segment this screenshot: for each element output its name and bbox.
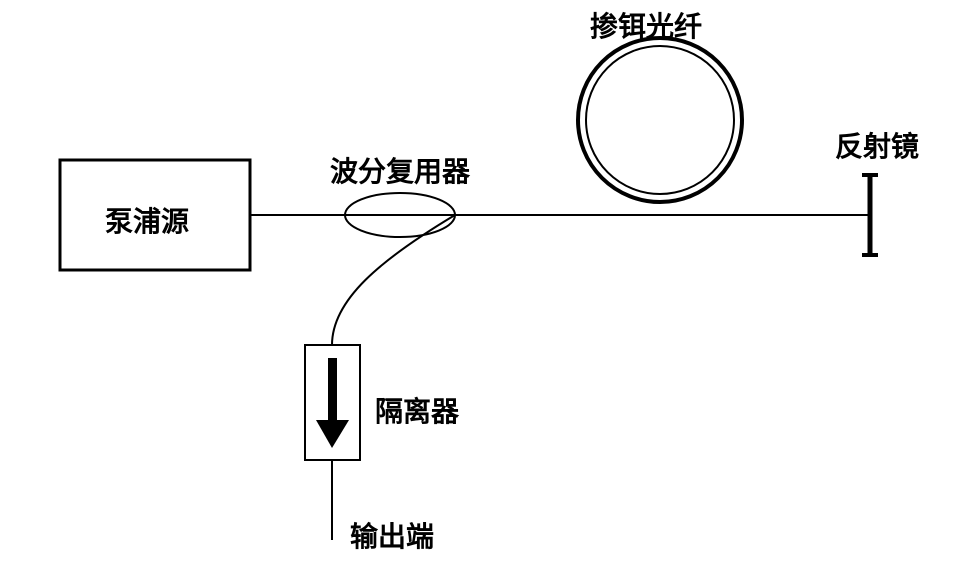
fiber-coil-outer bbox=[578, 38, 742, 202]
pump-source-label: 泵浦源 bbox=[105, 200, 189, 240]
erbium-fiber-label: 掺铒光纤 bbox=[590, 5, 702, 45]
mirror-label: 反射镜 bbox=[835, 125, 919, 165]
wdm-label: 波分复用器 bbox=[330, 150, 470, 190]
isolator-label: 隔离器 bbox=[375, 390, 459, 430]
fiber-coil-inner bbox=[586, 46, 734, 194]
isolator-arrow-icon bbox=[316, 358, 349, 448]
output-label: 输出端 bbox=[350, 515, 434, 555]
wdm-drop-curve bbox=[332, 215, 455, 345]
